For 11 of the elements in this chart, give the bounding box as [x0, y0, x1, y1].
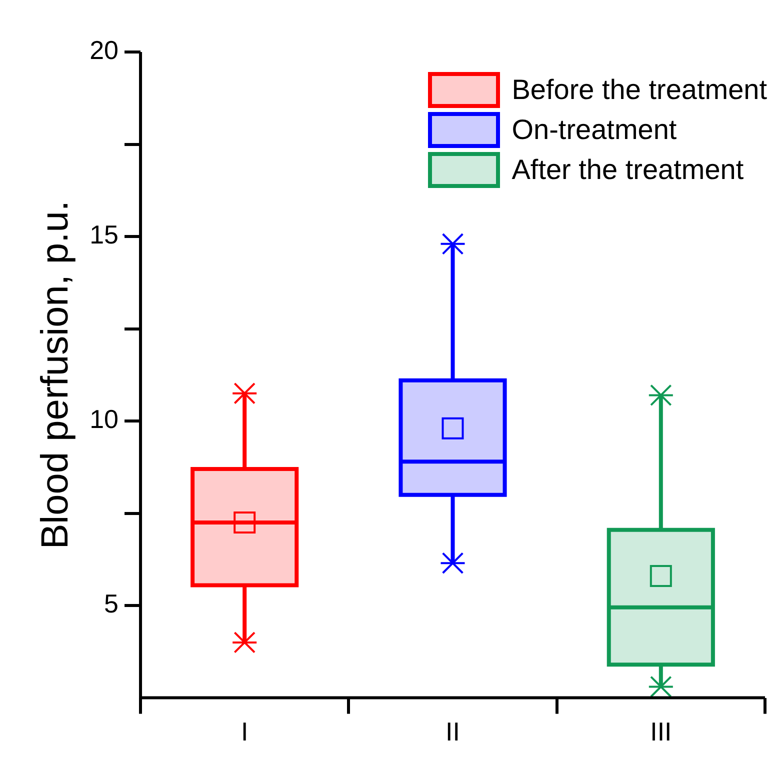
legend-label: Before the treatment — [512, 74, 767, 106]
y-tick-label: 5 — [104, 588, 119, 619]
x-tick-label: I — [240, 716, 248, 747]
y-tick-label: 20 — [90, 35, 119, 66]
x-tick-label: III — [650, 716, 672, 747]
y-tick-label: 10 — [90, 404, 119, 434]
y-tick-label: 15 — [90, 220, 119, 250]
legend-label: On-treatment — [512, 114, 677, 146]
x-tick-label: II — [446, 716, 460, 747]
y-axis-title: Blood perfusion, p.u. — [34, 200, 76, 550]
legend-label: After the treatment — [512, 154, 744, 186]
